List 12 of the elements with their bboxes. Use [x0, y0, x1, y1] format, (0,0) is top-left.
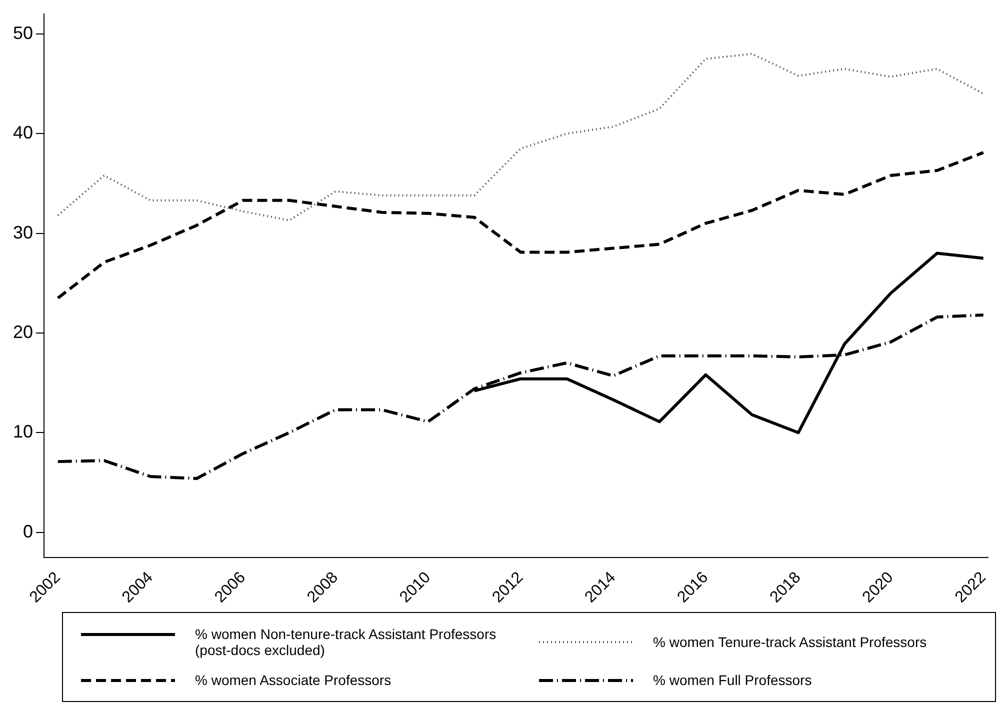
- legend-label: % women Tenure-track Assistant Professors: [653, 634, 927, 650]
- y-tick-label: 40: [12, 122, 34, 143]
- line-series: [56, 151, 985, 300]
- y-tick-label: 50: [12, 22, 34, 43]
- legend-label: % women Non-tenure-track Assistant Professors (post-docs excluded): [195, 626, 498, 658]
- y-tick-label: 30: [12, 222, 34, 242]
- line-series: [56, 52, 984, 222]
- legend-label: % women Associate Professors: [195, 672, 392, 688]
- legend-label: % women Full Professors: [653, 672, 812, 688]
- y-tick-label: 0: [23, 521, 34, 542]
- y-tick-label: 20: [12, 322, 34, 342]
- y-tick-label: 10: [12, 422, 34, 442]
